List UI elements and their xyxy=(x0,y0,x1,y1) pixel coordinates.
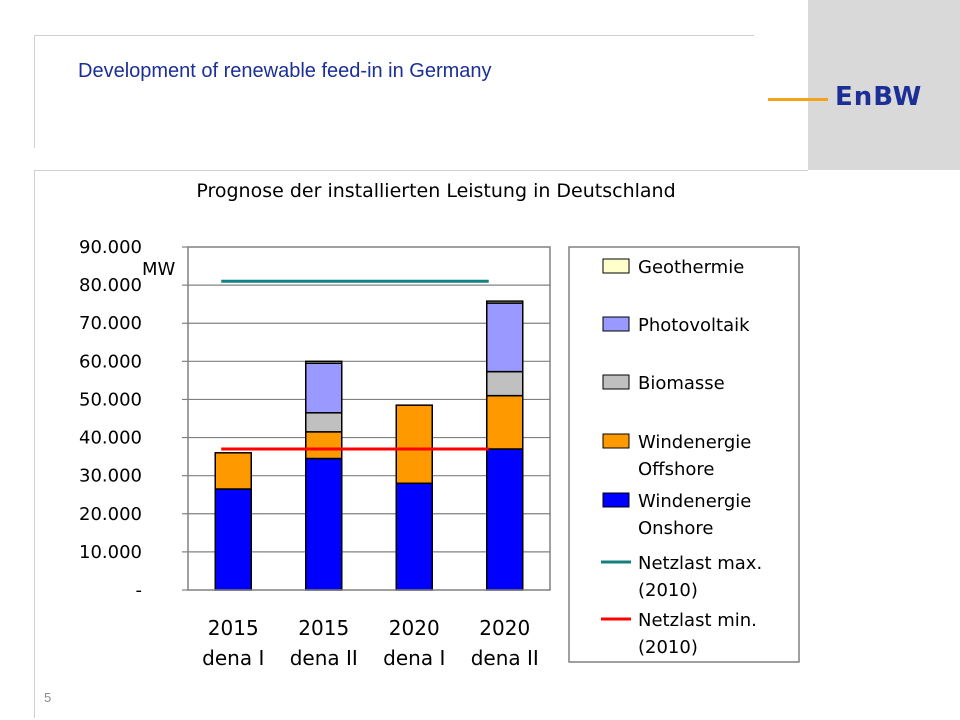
y-tick-label: 60.000 xyxy=(79,351,142,372)
y-tick-label: 70.000 xyxy=(79,313,142,334)
legend: Geothermie Photovoltaik Biomasse Windenergi… xyxy=(601,257,762,658)
y-tick-label: 90.000 xyxy=(79,237,142,258)
legend-swatch xyxy=(602,492,630,508)
bar-segment-biomasse xyxy=(305,412,343,433)
y-tick-label: 30.000 xyxy=(79,466,142,487)
legend-box xyxy=(568,246,800,663)
bar-segment-windenergie-offshore xyxy=(305,431,343,460)
bar-segment-windenergie-onshore xyxy=(214,488,252,591)
legend-label-line2: (2010) xyxy=(638,580,698,601)
bar-segment-windenergie-onshore xyxy=(305,457,343,591)
y-tick-label: 50.000 xyxy=(79,389,142,410)
legend-label: Biomasse xyxy=(638,373,725,394)
legend-label: Netzlast max. xyxy=(638,553,762,574)
legend-label-line2: Onshore xyxy=(638,518,713,539)
bars xyxy=(214,300,524,591)
bar-segment-photovoltaik xyxy=(486,302,524,373)
legend-swatch xyxy=(602,258,630,274)
slide-title: Development of renewable feed-in in Germ… xyxy=(78,60,492,82)
x-category-scenario: dena I xyxy=(383,646,445,670)
legend-label: Windenergie xyxy=(638,432,751,453)
x-axis-labels: 2015 dena I 2015 dena II 2020 dena I 2020 dena … xyxy=(202,616,539,670)
legend-label-line2: (2010) xyxy=(638,637,698,658)
x-category-year: 2015 xyxy=(298,616,349,640)
reference-lines xyxy=(221,279,489,451)
y-tick-label: - xyxy=(136,580,143,601)
legend-label: Windenergie xyxy=(638,491,751,512)
legend-label: Photovoltaik xyxy=(638,315,750,336)
bar-segment-windenergie-offshore xyxy=(395,404,433,485)
y-tick-label: 80.000 xyxy=(79,275,142,296)
y-axis-ticks: 90.000 80.000 70.000 60.000 50.000 40.000 30.0… xyxy=(79,237,188,601)
chart-area-divider xyxy=(34,170,808,171)
legend-label: Netzlast min. xyxy=(638,610,757,631)
logo-accent-line xyxy=(768,98,828,101)
x-category-scenario: dena II xyxy=(471,646,539,670)
x-category-scenario: dena II xyxy=(290,646,358,670)
legend-swatch xyxy=(602,433,630,449)
page-number: 5 xyxy=(44,690,52,705)
legend-swatch xyxy=(602,316,630,332)
chart-title: Prognose der installierten Leistung in D… xyxy=(196,180,675,202)
logo-wordmark: EnBW xyxy=(835,82,923,112)
bar-segment-windenergie-onshore xyxy=(395,482,433,591)
bar-segment-windenergie-onshore xyxy=(486,448,524,591)
x-category-year: 2015 xyxy=(208,616,259,640)
header-left-border xyxy=(34,35,35,148)
header-grey-panel xyxy=(808,0,960,170)
body-left-border xyxy=(34,170,35,718)
bar-segment-photovoltaik xyxy=(305,362,343,414)
y-unit-label: MW xyxy=(142,259,176,280)
x-category-year: 2020 xyxy=(389,616,440,640)
bar-segment-windenergie-offshore xyxy=(486,394,524,450)
legend-swatch xyxy=(602,374,630,390)
header-divider xyxy=(34,35,754,36)
plot-area-frame xyxy=(187,246,551,591)
x-category-scenario: dena I xyxy=(202,646,264,670)
y-tick-label: 20.000 xyxy=(79,504,142,525)
bar-segment-biomasse xyxy=(486,370,524,397)
bar-segment-geothermie xyxy=(305,360,343,364)
x-category-year: 2020 xyxy=(479,616,530,640)
legend-label: Geothermie xyxy=(638,257,744,278)
legend-label-line2: Offshore xyxy=(638,459,714,480)
bar-segment-windenergie-offshore xyxy=(214,452,252,490)
y-tick-label: 10.000 xyxy=(79,542,142,563)
y-tick-label: 40.000 xyxy=(79,428,142,449)
enbw-logo: EnBW xyxy=(768,82,938,116)
bar-segment-geothermie xyxy=(486,300,524,304)
